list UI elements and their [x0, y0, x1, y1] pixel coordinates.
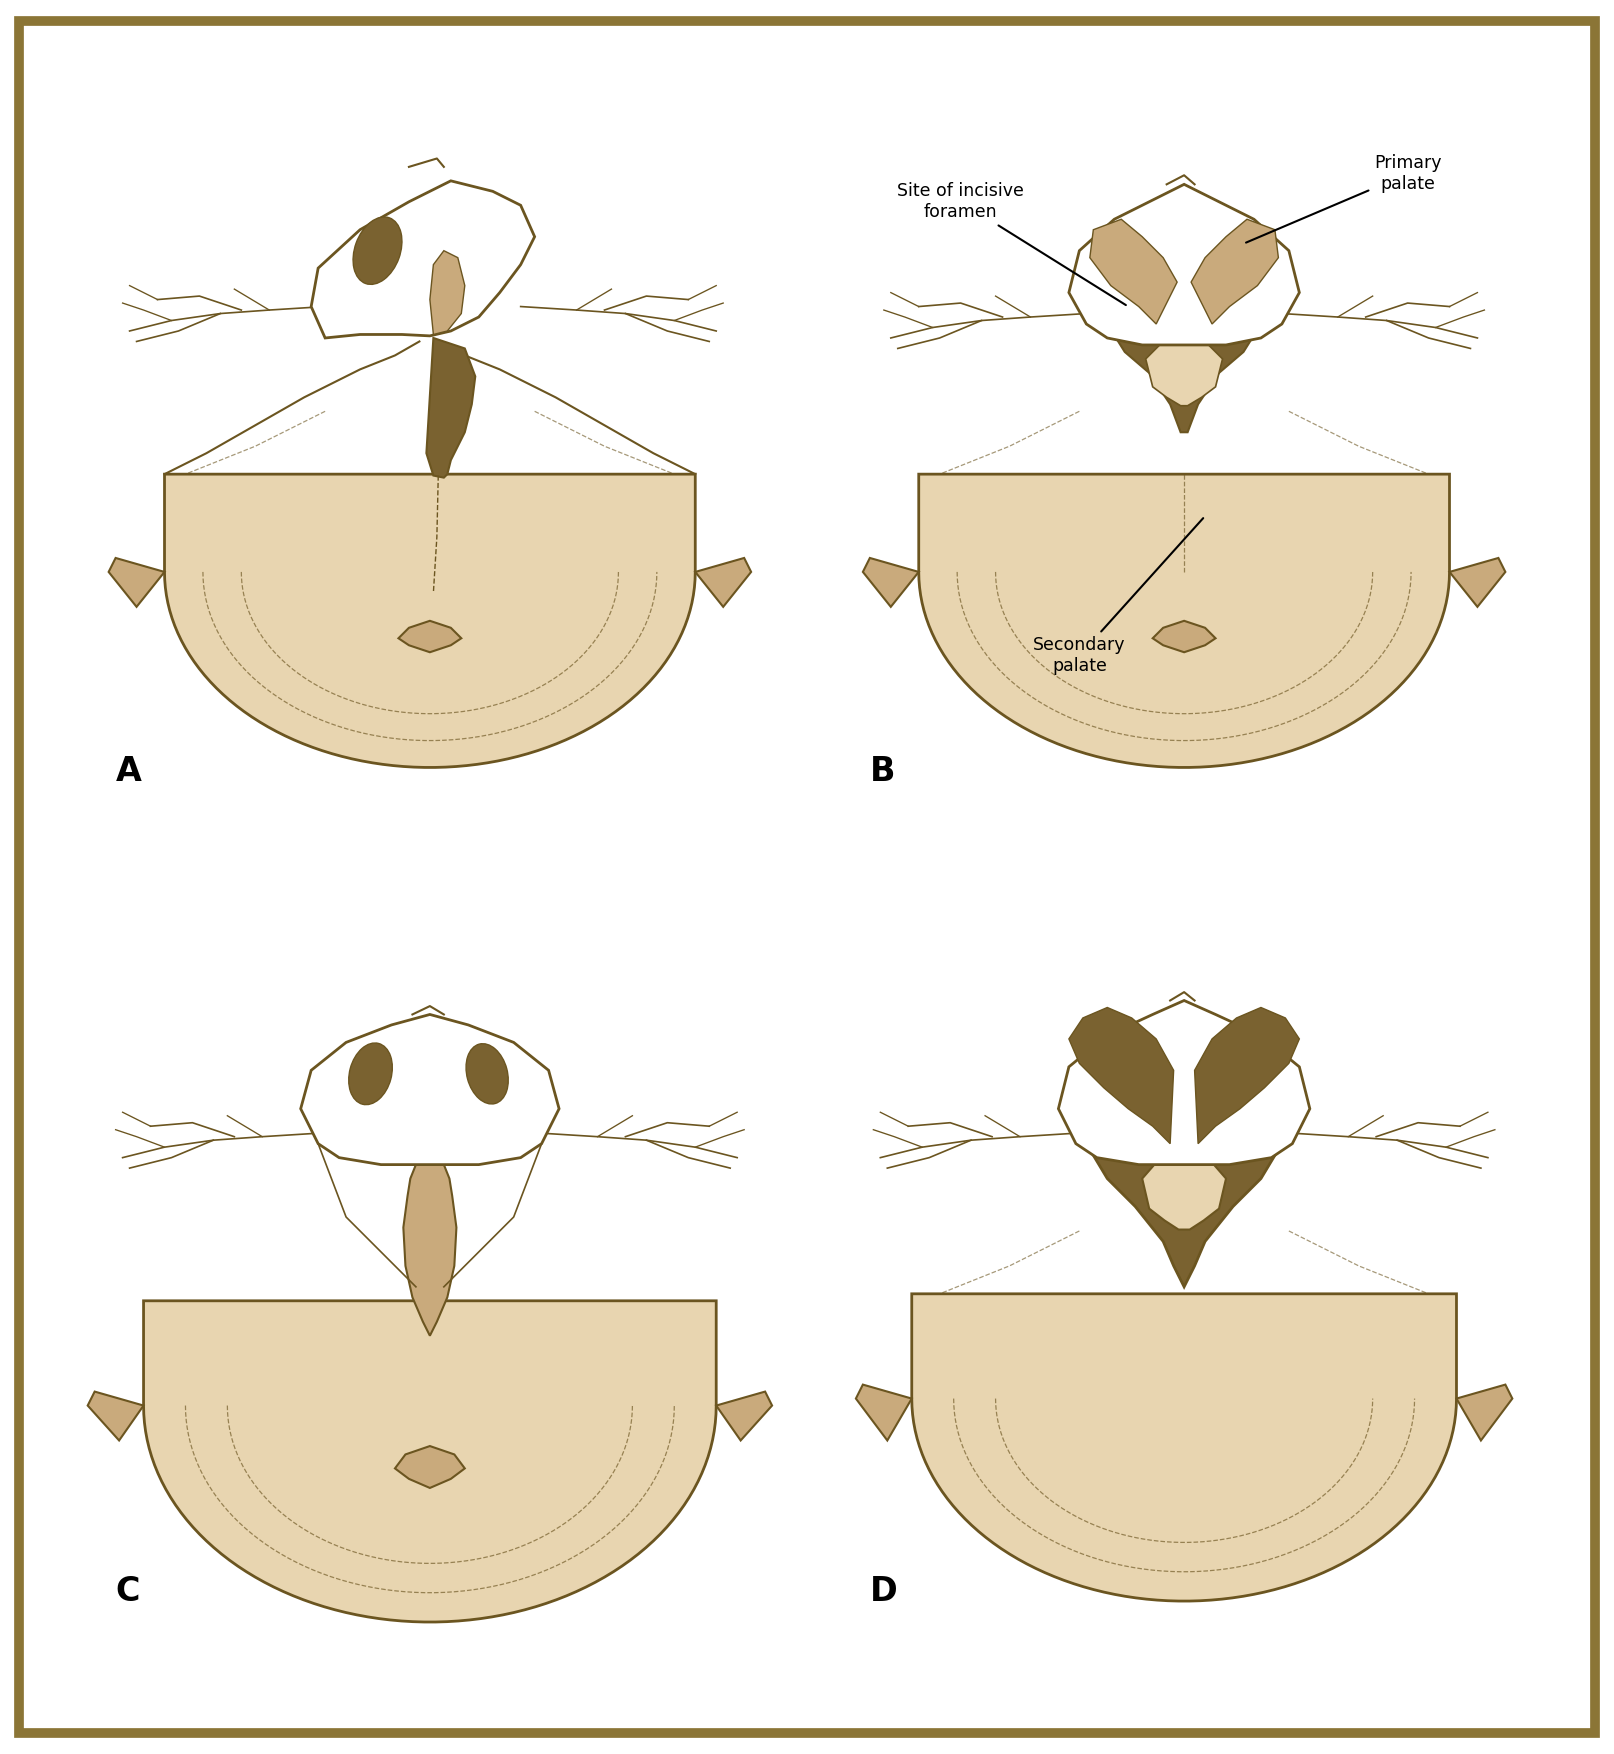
Polygon shape [404, 1154, 457, 1337]
Polygon shape [1449, 558, 1506, 607]
Polygon shape [1146, 339, 1222, 405]
Text: C: C [116, 1575, 140, 1608]
Polygon shape [395, 1445, 465, 1487]
Polygon shape [1456, 1384, 1512, 1440]
Text: B: B [870, 756, 896, 789]
Text: D: D [870, 1575, 897, 1608]
Polygon shape [696, 558, 751, 607]
Polygon shape [1068, 1007, 1173, 1144]
Polygon shape [863, 558, 918, 607]
Polygon shape [1194, 1007, 1299, 1144]
Polygon shape [1089, 219, 1177, 324]
Text: A: A [116, 756, 142, 789]
Polygon shape [429, 251, 465, 335]
Polygon shape [1068, 184, 1299, 346]
Polygon shape [399, 621, 462, 652]
Ellipse shape [353, 217, 402, 284]
Polygon shape [1107, 303, 1261, 431]
Polygon shape [912, 1294, 1456, 1601]
Text: Site of incisive
foramen: Site of incisive foramen [897, 182, 1127, 305]
Polygon shape [87, 1391, 144, 1440]
Polygon shape [1191, 219, 1278, 324]
Polygon shape [312, 181, 534, 339]
Polygon shape [108, 558, 165, 607]
Polygon shape [1059, 1000, 1311, 1165]
Polygon shape [144, 1301, 717, 1622]
Polygon shape [918, 474, 1449, 768]
Ellipse shape [466, 1044, 508, 1103]
Polygon shape [300, 1014, 558, 1165]
Text: Primary
palate: Primary palate [1246, 154, 1441, 242]
Polygon shape [855, 1384, 912, 1440]
Text: Secondary
palate: Secondary palate [1033, 517, 1202, 675]
Polygon shape [1143, 1154, 1227, 1230]
Polygon shape [717, 1391, 771, 1440]
Polygon shape [1086, 1112, 1282, 1287]
Polygon shape [426, 339, 475, 477]
Polygon shape [1152, 621, 1215, 652]
Polygon shape [165, 474, 696, 768]
Ellipse shape [349, 1044, 392, 1105]
